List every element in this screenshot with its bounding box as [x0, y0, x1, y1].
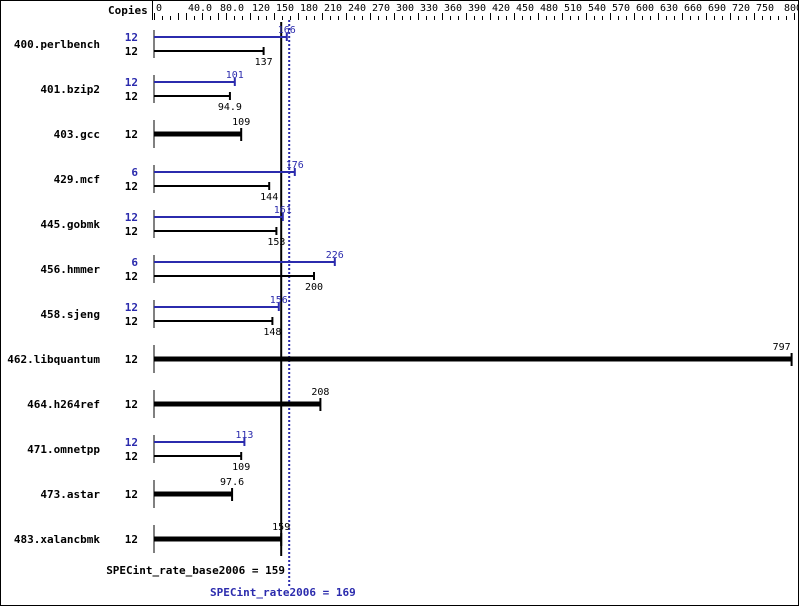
base-copies: 12 [125, 450, 138, 463]
peak-copies: 6 [131, 166, 138, 179]
benchmark-name: 483.xalancbmk [14, 533, 100, 546]
axis-tick-label: 420 [492, 3, 510, 14]
peak-value-label: 101 [226, 70, 244, 81]
peak-copies: 12 [125, 301, 138, 314]
base-value-label: 137 [255, 57, 273, 68]
base-value-label: 109 [232, 462, 250, 473]
axis-tick-label: 510 [564, 3, 582, 14]
base-value-label: 797 [773, 342, 791, 353]
peak-copies: 6 [131, 256, 138, 269]
peak-value-label: 166 [278, 25, 296, 36]
peak-copies: 12 [125, 211, 138, 224]
peak-value-label: 156 [270, 295, 288, 306]
axis-tick-label: 150 [276, 3, 294, 14]
axis-tick-label: 800 [784, 3, 799, 14]
base-value-label: 153 [267, 237, 285, 248]
base-value-label: 144 [260, 192, 278, 203]
axis-tick-label: 330 [420, 3, 438, 14]
peak-value-label: 176 [286, 160, 304, 171]
axis-tick-label: 690 [708, 3, 726, 14]
axis-tick-label: 660 [684, 3, 702, 14]
peak-copies: 12 [125, 76, 138, 89]
axis-tick-label: 120 [252, 3, 270, 14]
axis-tick-label: 0 [156, 3, 162, 14]
peak-summary-label: SPECint_rate2006 = 169 [210, 586, 356, 599]
base-value-label: 200 [305, 282, 323, 293]
benchmark-name: 456.hmmer [40, 263, 100, 276]
base-copies: 12 [125, 315, 138, 328]
base-copies: 12 [125, 128, 138, 141]
axis-tick-label: 540 [588, 3, 606, 14]
axis-tick-label: 360 [444, 3, 462, 14]
axis-tick-label: 180 [300, 3, 318, 14]
axis-tick-label: 720 [732, 3, 750, 14]
axis-tick-label: 40.0 [188, 3, 212, 14]
benchmark-name: 403.gcc [54, 128, 100, 141]
benchmark-name: 445.gobmk [40, 218, 100, 231]
benchmark-name: 473.astar [40, 488, 100, 501]
base-value-label: 159 [272, 522, 290, 533]
base-copies: 12 [125, 180, 138, 193]
peak-copies: 12 [125, 436, 138, 449]
benchmark-name: 401.bzip2 [40, 83, 100, 96]
base-summary-label: SPECint_rate_base2006 = 159 [106, 564, 285, 577]
peak-value-label: 226 [326, 250, 344, 261]
axis-tick-label: 600 [636, 3, 654, 14]
peak-value-label: 161 [274, 205, 292, 216]
benchmark-name: 471.omnetpp [27, 443, 100, 456]
base-copies: 12 [125, 533, 138, 546]
axis-tick-label: 300 [396, 3, 414, 14]
axis-tick-label: 450 [516, 3, 534, 14]
base-copies: 12 [125, 45, 138, 58]
base-value-label: 148 [263, 327, 281, 338]
axis-tick-label: 80.0 [220, 3, 244, 14]
axis-tick-label: 750 [756, 3, 774, 14]
peak-copies: 12 [125, 31, 138, 44]
base-copies: 12 [125, 90, 138, 103]
benchmark-name: 464.h264ref [27, 398, 100, 411]
benchmark-name: 458.sjeng [40, 308, 100, 321]
peak-value-label: 113 [235, 430, 253, 441]
base-value-label: 109 [232, 117, 250, 128]
axis-tick-label: 240 [348, 3, 366, 14]
axis-tick-label: 210 [324, 3, 342, 14]
axis-tick-label: 570 [612, 3, 630, 14]
base-copies: 12 [125, 353, 138, 366]
base-value-label: 97.6 [220, 477, 244, 488]
base-copies: 12 [125, 488, 138, 501]
base-value-label: 94.9 [218, 102, 242, 113]
copies-header: Copies [108, 4, 148, 17]
axis-tick-label: 390 [468, 3, 486, 14]
base-copies: 12 [125, 398, 138, 411]
axis-tick-label: 630 [660, 3, 678, 14]
axis-tick-label: 480 [540, 3, 558, 14]
base-copies: 12 [125, 270, 138, 283]
benchmark-name: 400.perlbench [14, 38, 100, 51]
benchmark-name: 462.libquantum [7, 353, 100, 366]
benchmark-name: 429.mcf [54, 173, 100, 186]
base-copies: 12 [125, 225, 138, 238]
axis-tick-label: 270 [372, 3, 390, 14]
base-value-label: 208 [311, 387, 329, 398]
